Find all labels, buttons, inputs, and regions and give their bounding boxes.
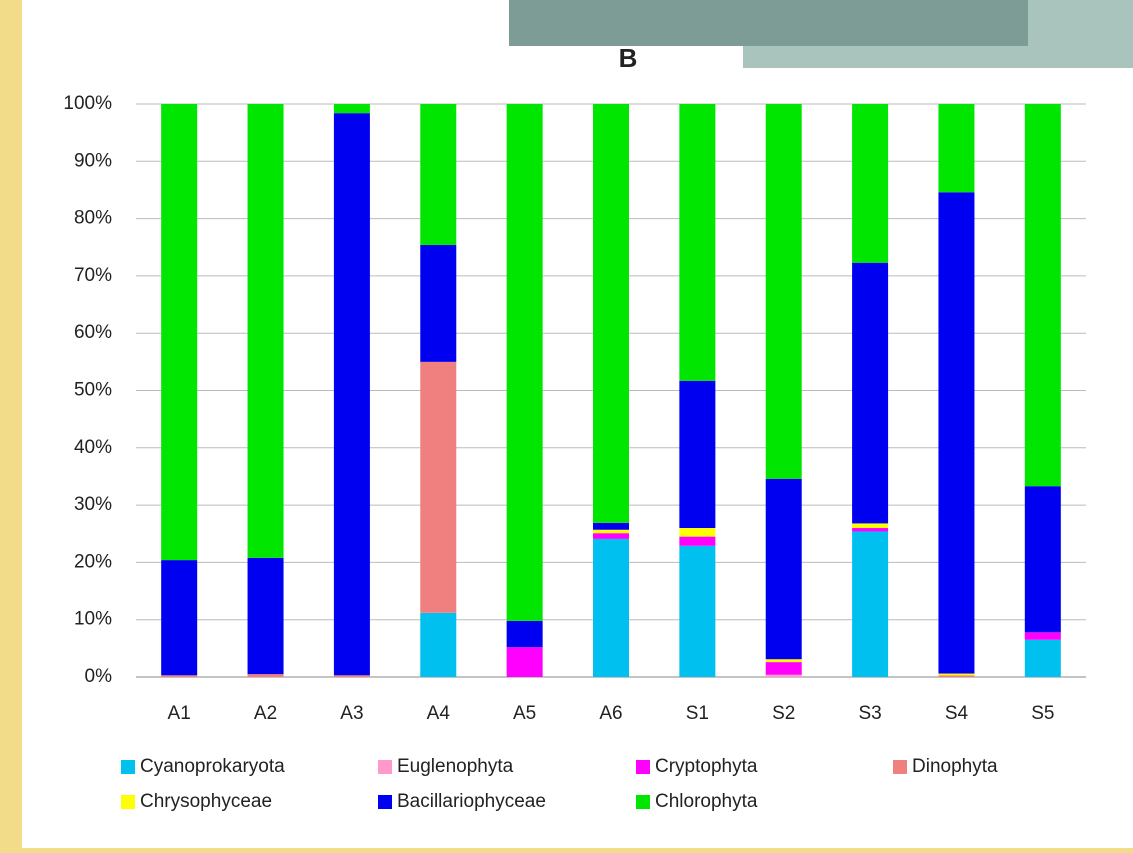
legend-label: Dinophyta [912, 756, 998, 777]
bar-segment [161, 675, 197, 677]
legend-swatch [378, 795, 392, 809]
bar-segment [1025, 640, 1061, 677]
bar-segment [852, 528, 888, 531]
y-tick-label: 60% [74, 322, 112, 343]
y-tick-label: 30% [74, 494, 112, 515]
bar-segment [1025, 486, 1061, 632]
x-tick-label: A6 [599, 703, 622, 724]
x-tick-label: A3 [340, 703, 363, 724]
bar-segment [593, 533, 629, 539]
bar-segment [334, 675, 370, 677]
bar-segment [766, 675, 802, 677]
x-tick-label: S5 [1031, 703, 1054, 724]
bar-segment [766, 659, 802, 662]
bar-segment [420, 362, 456, 613]
legend-label: Chrysophyceae [140, 791, 272, 812]
bar-segment [334, 104, 370, 113]
bar-segment [420, 613, 456, 677]
x-tick-label: A2 [254, 703, 277, 724]
photo-left [509, 0, 1028, 46]
bar-segment [852, 263, 888, 524]
y-tick-label: 50% [74, 380, 112, 401]
bar-segment [1025, 104, 1061, 486]
x-tick-label: S3 [858, 703, 881, 724]
bar-segment [507, 104, 543, 621]
x-tick-label: A4 [427, 703, 451, 724]
bar-segment [852, 523, 888, 528]
bar-segment [420, 104, 456, 245]
bar-segment [161, 560, 197, 675]
bar-segment [593, 539, 629, 677]
y-tick-label: 10% [74, 609, 112, 630]
bar-segment [766, 662, 802, 675]
bar-segment [593, 530, 629, 533]
x-tick-label: A5 [513, 703, 536, 724]
chart-title: B [619, 43, 638, 73]
chart: B 0% 10% 20% 30% 40% 50% 60% 70% 80% 90% 100% A1 A2 A… [0, 0, 1133, 848]
bar-segment [679, 104, 715, 381]
legend-label: Cyanoprokaryota [140, 756, 285, 777]
bar-segment [679, 528, 715, 537]
bar-segment [1025, 632, 1061, 639]
y-tick-label: 80% [74, 208, 112, 229]
bar-segment [679, 381, 715, 528]
y-tick-label: 90% [74, 150, 112, 171]
x-tick-label: S2 [772, 703, 795, 724]
y-tick-label: 100% [63, 93, 112, 114]
bar-segment [938, 104, 974, 192]
bar-segment [593, 523, 629, 530]
legend-swatch [378, 760, 392, 774]
bar-segment [334, 113, 370, 675]
legend-label: Euglenophyta [397, 756, 514, 777]
bar-segment [248, 104, 284, 558]
bar-segment [679, 537, 715, 546]
x-tick-label: A1 [168, 703, 191, 724]
legend-swatch [121, 795, 135, 809]
bar-segment [507, 647, 543, 677]
legend-swatch [636, 795, 650, 809]
bar-segment [938, 674, 974, 676]
y-tick-label: 20% [74, 551, 112, 572]
bar-segment [248, 558, 284, 674]
bar-segment [852, 104, 888, 263]
bar-segment [766, 104, 802, 479]
bar-segment [852, 531, 888, 677]
legend-swatch [636, 760, 650, 774]
legend-label: Cryptophyta [655, 756, 758, 777]
bar-segment [161, 104, 197, 560]
y-tick-label: 70% [74, 265, 112, 286]
bar-segment [507, 621, 543, 647]
x-tick-label: S4 [945, 703, 969, 724]
bar-segment [593, 104, 629, 523]
legend-swatch [121, 760, 135, 774]
bar-segment [938, 192, 974, 673]
bar-segment [766, 479, 802, 659]
legend-label: Chlorophyta [655, 791, 758, 812]
y-tick-label: 40% [74, 437, 112, 458]
y-tick-label: 0% [85, 666, 113, 687]
bar-segment [248, 674, 284, 677]
legend-label: Bacillariophyceae [397, 791, 546, 812]
legend-swatch [893, 760, 907, 774]
bar-segment [938, 675, 974, 677]
bar-segment [679, 546, 715, 677]
bar-segment [420, 245, 456, 362]
x-tick-label: S1 [686, 703, 709, 724]
